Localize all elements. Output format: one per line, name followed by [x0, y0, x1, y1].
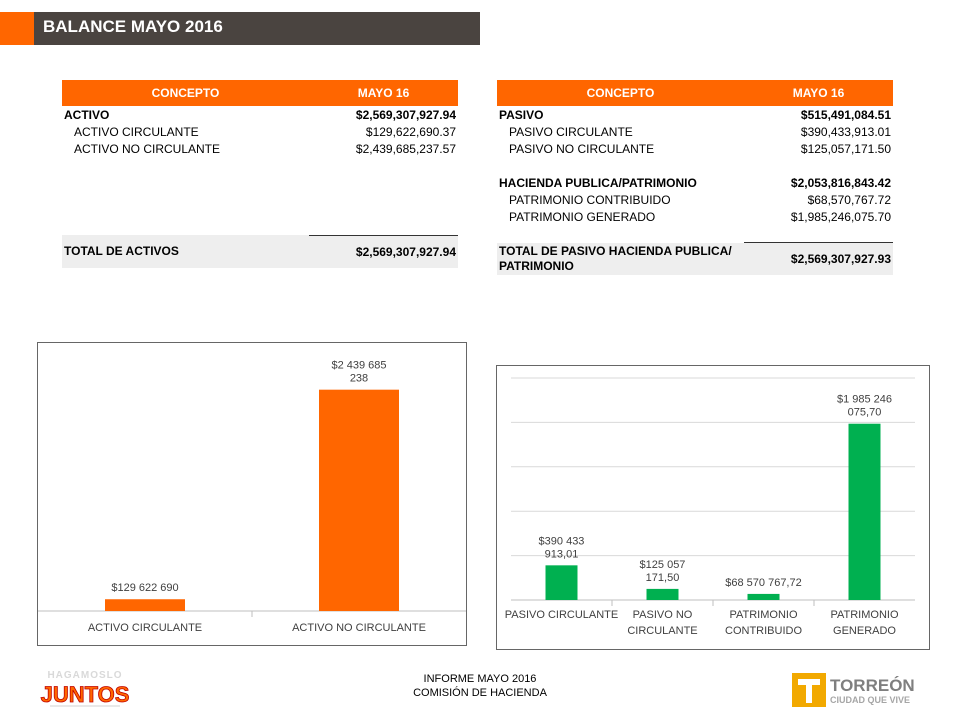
table-row: ACTIVO NO CIRCULANTE $2,439,685,237.57: [62, 140, 458, 157]
header-mayo: MAYO 16: [309, 80, 458, 106]
row-value: $125,057,171.50: [800, 141, 891, 156]
page-title: BALANCE MAYO 2016: [43, 17, 223, 36]
header-concepto: CONCEPTO: [62, 80, 309, 106]
category-label: PASIVO NO CIRCULANTE: [627, 609, 697, 637]
torreon-logo: TORREÓN CIUDAD QUE VIVE: [792, 671, 922, 711]
bar: [747, 593, 780, 600]
category-label: PATRIMONIO GENERADO: [830, 609, 898, 637]
table-row: ACTIVO $2,569,307,927.94: [62, 106, 458, 123]
data-label: $1 985 246 075,70: [837, 394, 892, 419]
liabilities-table: CONCEPTO MAYO 16 PASIVO $515,491,084.51 …: [497, 80, 893, 275]
title-bar: BALANCE MAYO 2016: [0, 12, 480, 45]
bar: [848, 423, 881, 600]
title-accent: [0, 12, 34, 45]
svg-text:HAGAMOSLO: HAGAMOSLO: [47, 670, 122, 681]
category-label: ACTIVO NO CIRCULANTE: [292, 622, 426, 634]
row-label: HACIENDA PUBLICA/PATRIMONIO: [499, 175, 697, 190]
hagamoslo-juntos-logo: HAGAMOSLO JUNTOS: [35, 664, 135, 710]
total-label: TOTAL DE PASIVO HACIENDA PUBLICA/ PATRIM…: [497, 242, 744, 275]
row-label: PASIVO NO CIRCULANTE: [509, 141, 655, 156]
table-row: ACTIVO CIRCULANTE $129,622,690.37: [62, 123, 458, 140]
bar: [105, 599, 185, 611]
table-row: HACIENDA PUBLICA/PATRIMONIO $2,053,816,8…: [497, 174, 893, 191]
assets-chart: $129 622 690 ACTIVO CIRCULANTE $2 439 685 2…: [37, 342, 467, 646]
row-value: $2,053,816,843.42: [790, 175, 891, 190]
row-value: $2,569,307,927.94: [355, 107, 456, 122]
row-value: $1,985,246,075.70: [790, 209, 891, 224]
table-row: PASIVO $515,491,084.51: [497, 106, 893, 123]
assets-table: CONCEPTO MAYO 16 ACTIVO $2,569,307,927.9…: [62, 80, 458, 268]
row-label: ACTIVO CIRCULANTE: [74, 124, 199, 139]
bar: [319, 389, 399, 611]
category-label: PATRIMONIO CONTRIBUIDO: [725, 609, 802, 637]
table-row: PASIVO CIRCULANTE $390,433,913.01: [497, 123, 893, 140]
svg-text:JUNTOS: JUNTOS: [41, 682, 130, 707]
row-label: PASIVO CIRCULANTE: [509, 124, 633, 139]
data-label: $68 570 767,72: [725, 577, 801, 589]
total-row: TOTAL DE ACTIVOS $2,569,307,927.94: [62, 234, 458, 268]
row-value: $129,622,690.37: [365, 124, 456, 139]
total-label: TOTAL DE ACTIVOS: [62, 235, 309, 268]
total-value: $2,569,307,927.93: [744, 242, 893, 275]
row-value: $68,570,767.72: [807, 192, 891, 207]
table-row: PATRIMONIO CONTRIBUIDO $68,570,767.72: [497, 191, 893, 208]
row-label: PATRIMONIO GENERADO: [509, 209, 656, 224]
row-value: $2,439,685,237.57: [355, 141, 456, 156]
data-label: $390 433 913,01: [539, 535, 585, 560]
row-label: ACTIVO NO CIRCULANTE: [74, 141, 221, 156]
data-label: $2 439 685 238: [331, 360, 386, 385]
data-label: $125 057 171,50: [640, 559, 686, 584]
footer-line2: COMISIÓN DE HACIENDA: [413, 687, 547, 699]
assets-chart-svg: $129 622 690 ACTIVO CIRCULANTE $2 439 685 2…: [38, 360, 466, 634]
bar: [545, 565, 578, 600]
total-row: TOTAL DE PASIVO HACIENDA PUBLICA/ PATRIM…: [497, 242, 893, 275]
table-row: PASIVO NO CIRCULANTE $125,057,171.50: [497, 140, 893, 157]
row-label: ACTIVO: [64, 107, 110, 122]
footer-line1: INFORME MAYO 2016: [423, 673, 537, 685]
header-concepto: CONCEPTO: [497, 80, 744, 106]
row-label: PATRIMONIO CONTRIBUIDO: [509, 192, 671, 207]
svg-text:CIUDAD QUE VIVE: CIUDAD QUE VIVE: [830, 695, 910, 705]
category-label: PASIVO CIRCULANTE: [505, 609, 619, 621]
header-mayo: MAYO 16: [744, 80, 893, 106]
category-label: ACTIVO CIRCULANTE: [88, 622, 202, 634]
data-label: $129 622 690: [111, 582, 178, 594]
liabilities-chart-svg: $390 433 913,01 PASIVO CIRCULANTE $125 057 1…: [505, 377, 915, 637]
bar: [646, 588, 679, 600]
total-value: $2,569,307,927.94: [309, 234, 458, 268]
row-label: PASIVO: [499, 107, 544, 122]
row-value: $515,491,084.51: [800, 107, 891, 122]
table-row: PATRIMONIO GENERADO $1,985,246,075.70: [497, 208, 893, 225]
svg-text:TORREÓN: TORREÓN: [830, 676, 915, 695]
footer: INFORME MAYO 2016 COMISIÓN DE HACIENDA: [315, 672, 645, 700]
row-value: $390,433,913.01: [800, 124, 891, 139]
liabilities-chart: $390 433 913,01 PASIVO CIRCULANTE $125 057 1…: [496, 365, 930, 650]
